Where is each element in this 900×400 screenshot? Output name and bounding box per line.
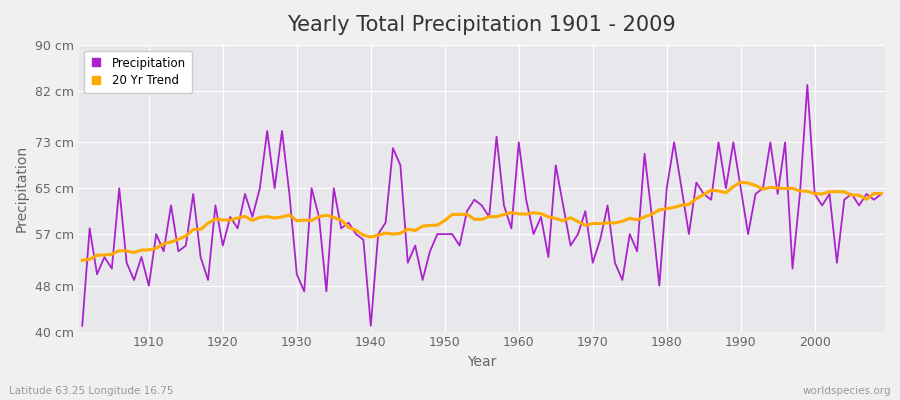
Text: worldspecies.org: worldspecies.org [803,386,891,396]
Title: Yearly Total Precipitation 1901 - 2009: Yearly Total Precipitation 1901 - 2009 [287,15,676,35]
Legend: Precipitation, 20 Yr Trend: Precipitation, 20 Yr Trend [85,51,192,93]
Text: Latitude 63.25 Longitude 16.75: Latitude 63.25 Longitude 16.75 [9,386,174,396]
X-axis label: Year: Year [467,355,497,369]
Y-axis label: Precipitation: Precipitation [15,145,29,232]
